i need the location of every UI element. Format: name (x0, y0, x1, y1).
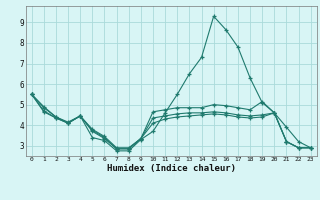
X-axis label: Humidex (Indice chaleur): Humidex (Indice chaleur) (107, 164, 236, 173)
